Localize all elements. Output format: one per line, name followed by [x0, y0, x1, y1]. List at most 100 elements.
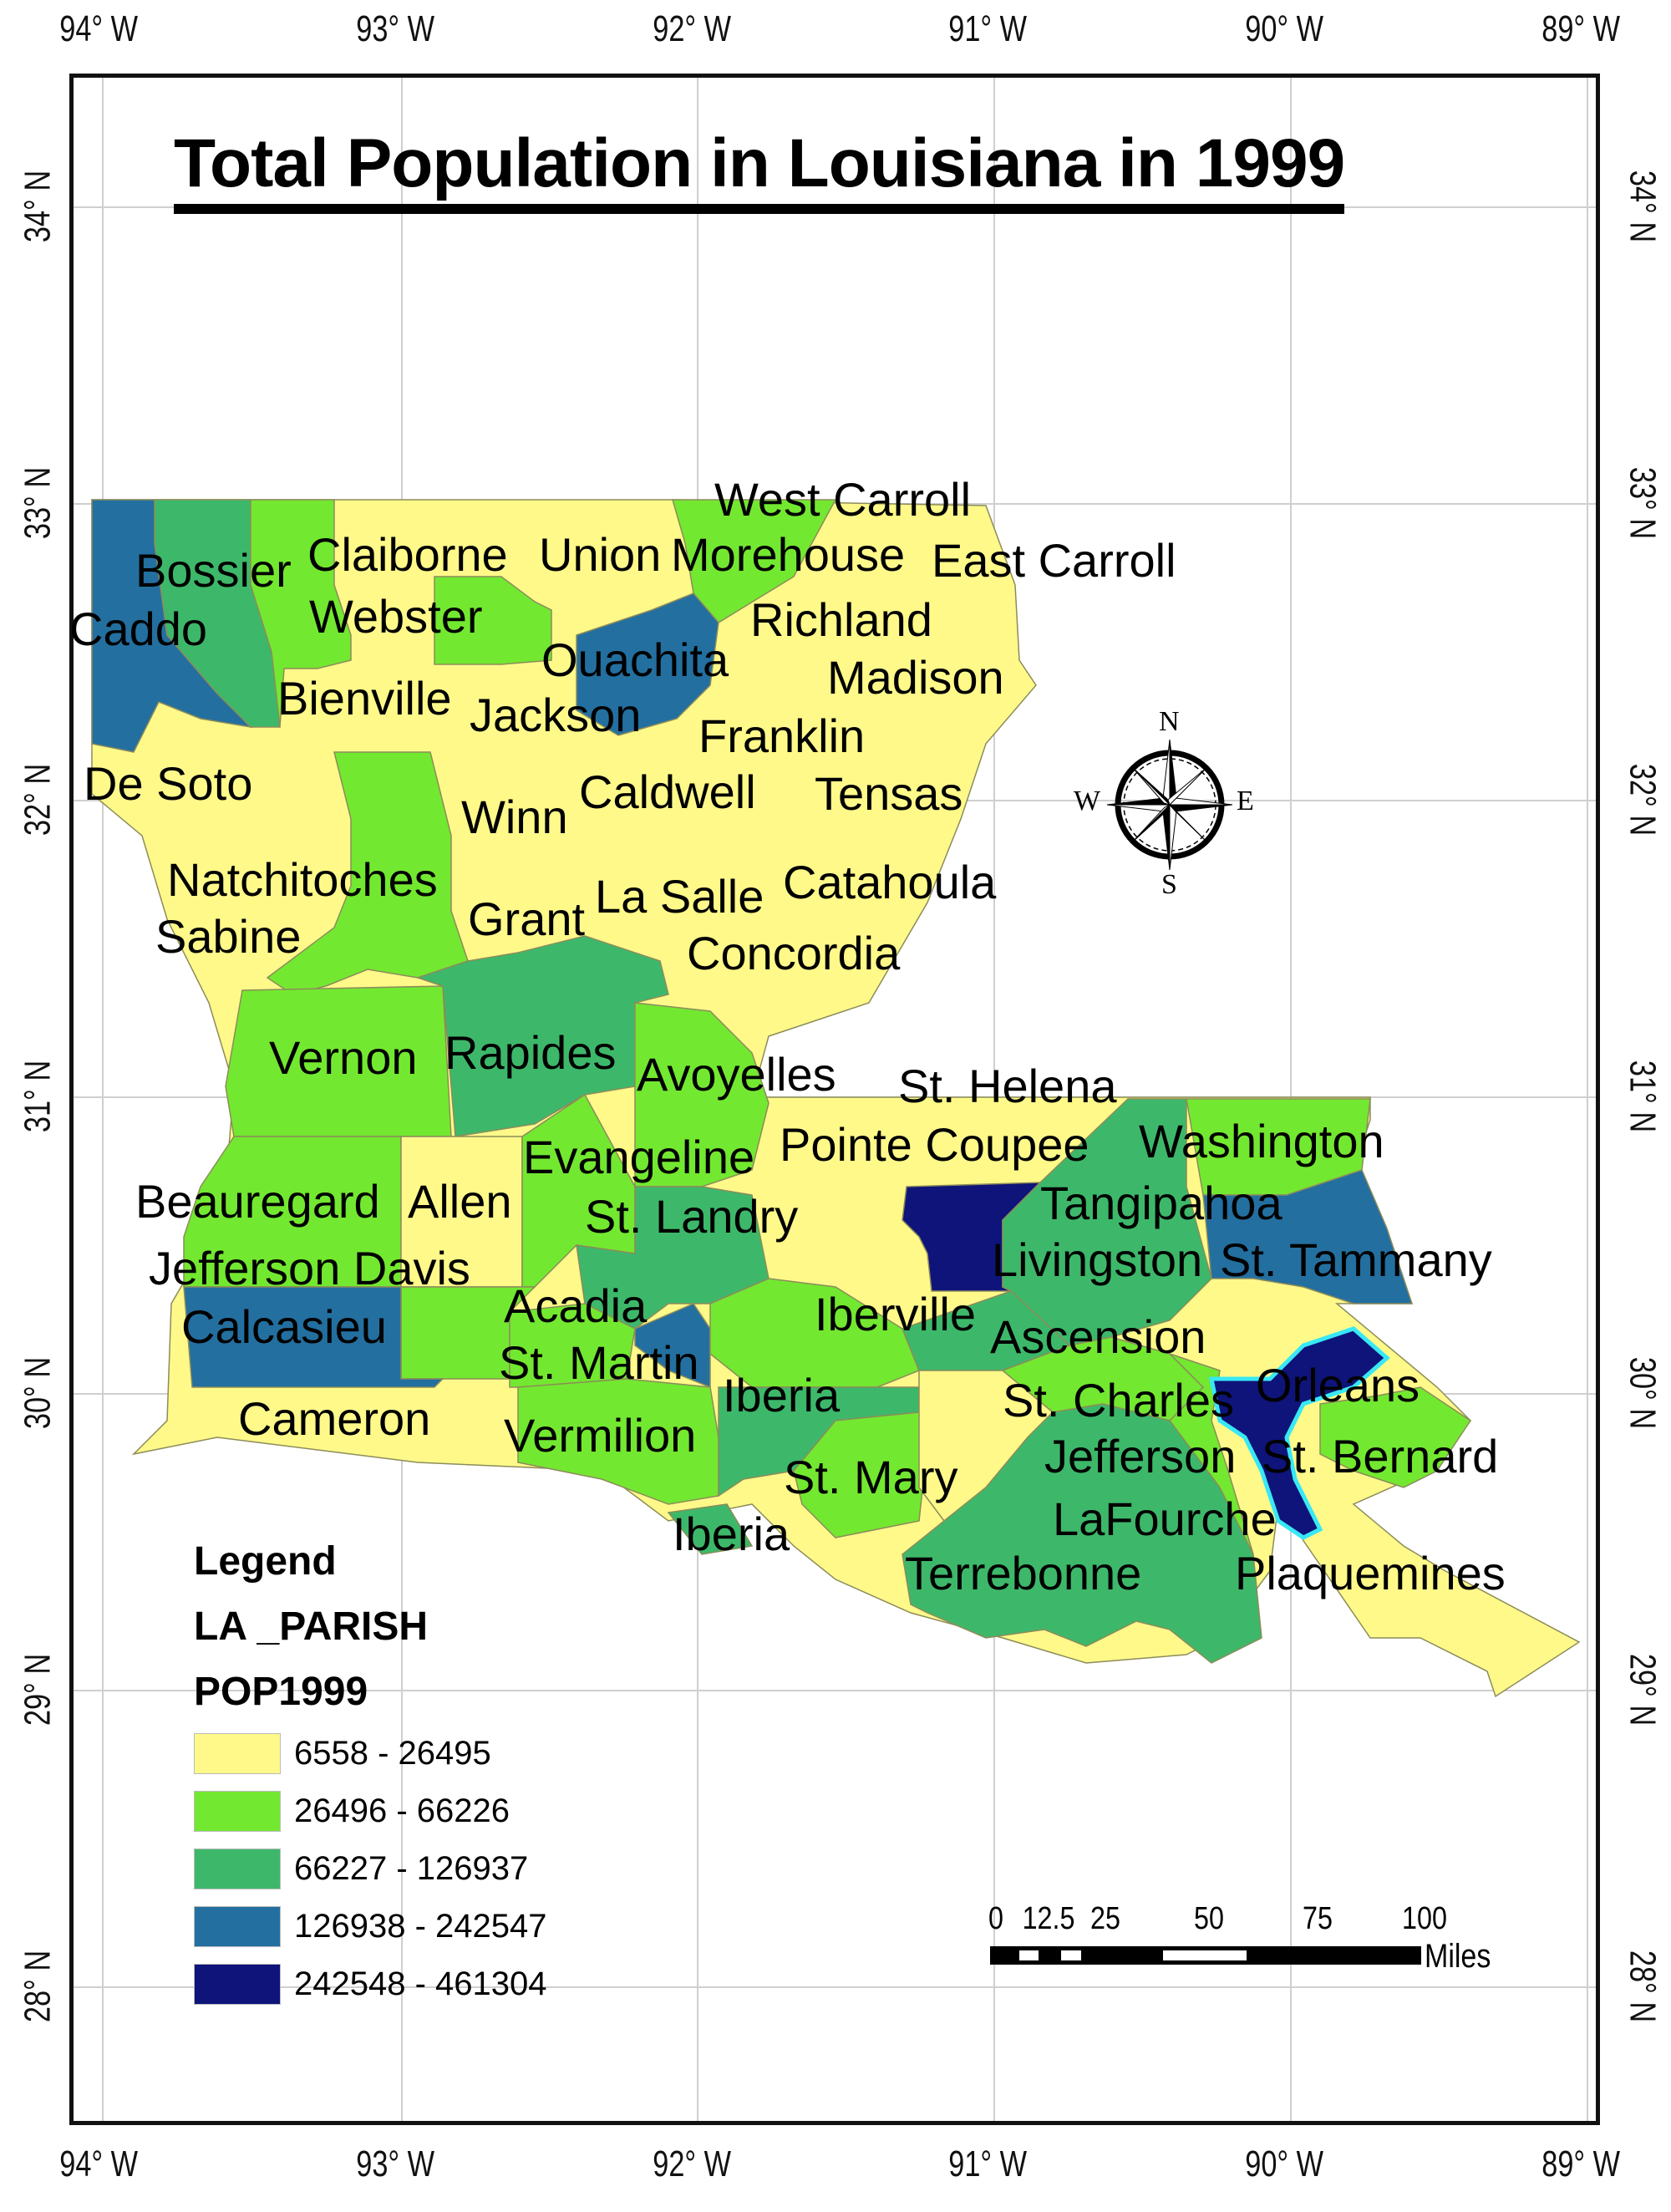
- legend-swatch: [194, 1791, 281, 1832]
- parish-label: La Salle: [595, 870, 764, 923]
- parish-label: St. Landry: [585, 1190, 799, 1243]
- parish-label: Evangeline: [523, 1131, 755, 1183]
- map-title: Total Population in Louisiana in 1999: [174, 125, 1345, 214]
- legend-class: 242548 - 461304: [194, 1955, 547, 2013]
- legend-layer-name: LA _PARISH: [194, 1604, 429, 1649]
- parish-label: De Soto: [84, 757, 253, 810]
- lon-label: 90° W: [1245, 8, 1324, 49]
- compass-rose-icon: [1106, 739, 1233, 871]
- parish-label: Caldwell: [579, 765, 756, 818]
- lon-label: 92° W: [653, 8, 732, 49]
- parish-label: Bossier: [135, 544, 292, 597]
- parish-label: Morehouse: [671, 528, 906, 581]
- parish-label: Sabine: [155, 910, 302, 963]
- compass-n-label: N: [1159, 706, 1180, 737]
- lon-label: 89° W: [1541, 2143, 1621, 2184]
- parish-st-landry: [576, 1186, 769, 1330]
- parish-label: Winn: [461, 791, 568, 843]
- legend-class: 6558 - 26495: [194, 1725, 547, 1782]
- parish-lafourche: [902, 1403, 1262, 1664]
- parish-orleans: [1208, 1326, 1390, 1540]
- scale-tick: 75: [1303, 1901, 1333, 1936]
- parish-label: Natchitoches: [167, 853, 438, 906]
- parish-ouachita: [576, 592, 719, 736]
- parish-label: Avoyelles: [637, 1048, 836, 1101]
- lon-label: 94° W: [59, 2143, 139, 2184]
- lon-label: 91° W: [948, 2143, 1028, 2184]
- legend: Legend LA _PARISH POP1999 6558 - 26495 2…: [194, 1529, 547, 2013]
- parish-label: Concordia: [687, 927, 901, 979]
- parish-label: Vermilion: [504, 1409, 697, 1462]
- parish-label: Plaquemines: [1235, 1547, 1506, 1599]
- parish-label: Iberville: [815, 1288, 976, 1340]
- parish-label: Cameron: [238, 1392, 431, 1445]
- scale-bar-segment: [1019, 1950, 1039, 1960]
- lon-label: 89° W: [1541, 8, 1621, 49]
- parish-label: Ouachita: [541, 633, 729, 686]
- parish-label: Acadia: [504, 1279, 648, 1332]
- parish-label: Webster: [309, 590, 483, 643]
- legend-class: 126938 - 242547: [194, 1898, 547, 1955]
- parish-label: Bienville: [277, 672, 452, 725]
- parish-label: St. Mary: [784, 1451, 958, 1503]
- parish-label: Terrebonne: [905, 1547, 1142, 1599]
- parish-label: St. Bernard: [1262, 1430, 1499, 1482]
- legend-swatch: [194, 1733, 281, 1774]
- legend-swatch: [194, 1906, 281, 1947]
- parish-label: Pointe Coupee: [780, 1118, 1089, 1171]
- parish-label: St. Tammany: [1220, 1233, 1492, 1286]
- legend-range: 126938 - 242547: [294, 1908, 547, 1945]
- parish-label: Iberia: [673, 1508, 790, 1560]
- legend-field-name: POP1999: [194, 1670, 368, 1714]
- lon-label: 92° W: [653, 2143, 732, 2184]
- parish-st-tammany: [1202, 1169, 1414, 1304]
- legend-class: 26496 - 66226: [194, 1782, 547, 1840]
- parish-livingston: [1002, 1098, 1212, 1346]
- parish-iberia-island: [667, 1503, 754, 1555]
- parish-label: Washington: [1139, 1115, 1384, 1167]
- parish-calcasieu: [183, 1286, 444, 1388]
- parish-avoyelles: [634, 1002, 769, 1187]
- legend-swatch: [194, 1964, 281, 2005]
- parish-label: Allen: [408, 1175, 512, 1228]
- lon-label: 94° W: [59, 8, 139, 49]
- parish-label: Franklin: [698, 709, 866, 762]
- north-arrow: N S W E: [1074, 706, 1266, 900]
- lon-label: 93° W: [356, 2143, 435, 2184]
- map-frame: [69, 74, 1600, 2125]
- parish-label: St. Martin: [499, 1336, 699, 1389]
- scale-bar-segment: [1061, 1950, 1081, 1960]
- scale-bar: 0 12.5 25 50 75 100 Miles: [988, 1901, 1491, 1976]
- parish-label: Claiborne: [307, 528, 508, 581]
- parish-label: Ascension: [990, 1310, 1206, 1363]
- lon-label: 91° W: [948, 8, 1028, 49]
- parish-label: West Carroll: [714, 473, 972, 526]
- parish-label: East Carroll: [932, 534, 1176, 587]
- scale-tick: 50: [1194, 1901, 1224, 1936]
- lon-label: 93° W: [356, 8, 435, 49]
- parish-label: Iberia: [723, 1369, 841, 1421]
- legend-title: Legend: [194, 1539, 337, 1584]
- parish-st-bernard: [1319, 1386, 1472, 1488]
- compass-w-label: W: [1074, 786, 1101, 816]
- parish-label: Tensas: [815, 767, 963, 820]
- parish-label: Richland: [750, 593, 932, 646]
- parish-label: LaFourche: [1053, 1492, 1277, 1545]
- parish-label: Madison: [827, 651, 1004, 704]
- legend-class: 66227 - 126937: [194, 1840, 547, 1898]
- parish-shapes: [91, 499, 1581, 1698]
- parish-label: St. Helena: [898, 1060, 1117, 1112]
- parish-label: Livingston: [992, 1233, 1203, 1286]
- parish-label: Catahoula: [783, 856, 997, 908]
- scale-tick: 0: [988, 1901, 1003, 1936]
- legend-range: 6558 - 26495: [294, 1735, 491, 1772]
- parish-label: Jackson: [470, 689, 642, 741]
- parish-natchitoches: [266, 751, 469, 995]
- scale-tick: 12.5: [1022, 1901, 1075, 1936]
- parish-label: Union: [539, 528, 662, 581]
- parish-label: Jefferson: [1044, 1430, 1237, 1482]
- parish-jackson-green: [434, 576, 552, 665]
- parish-label: Jefferson Davis: [149, 1242, 470, 1294]
- lon-label: 90° W: [1245, 2143, 1324, 2184]
